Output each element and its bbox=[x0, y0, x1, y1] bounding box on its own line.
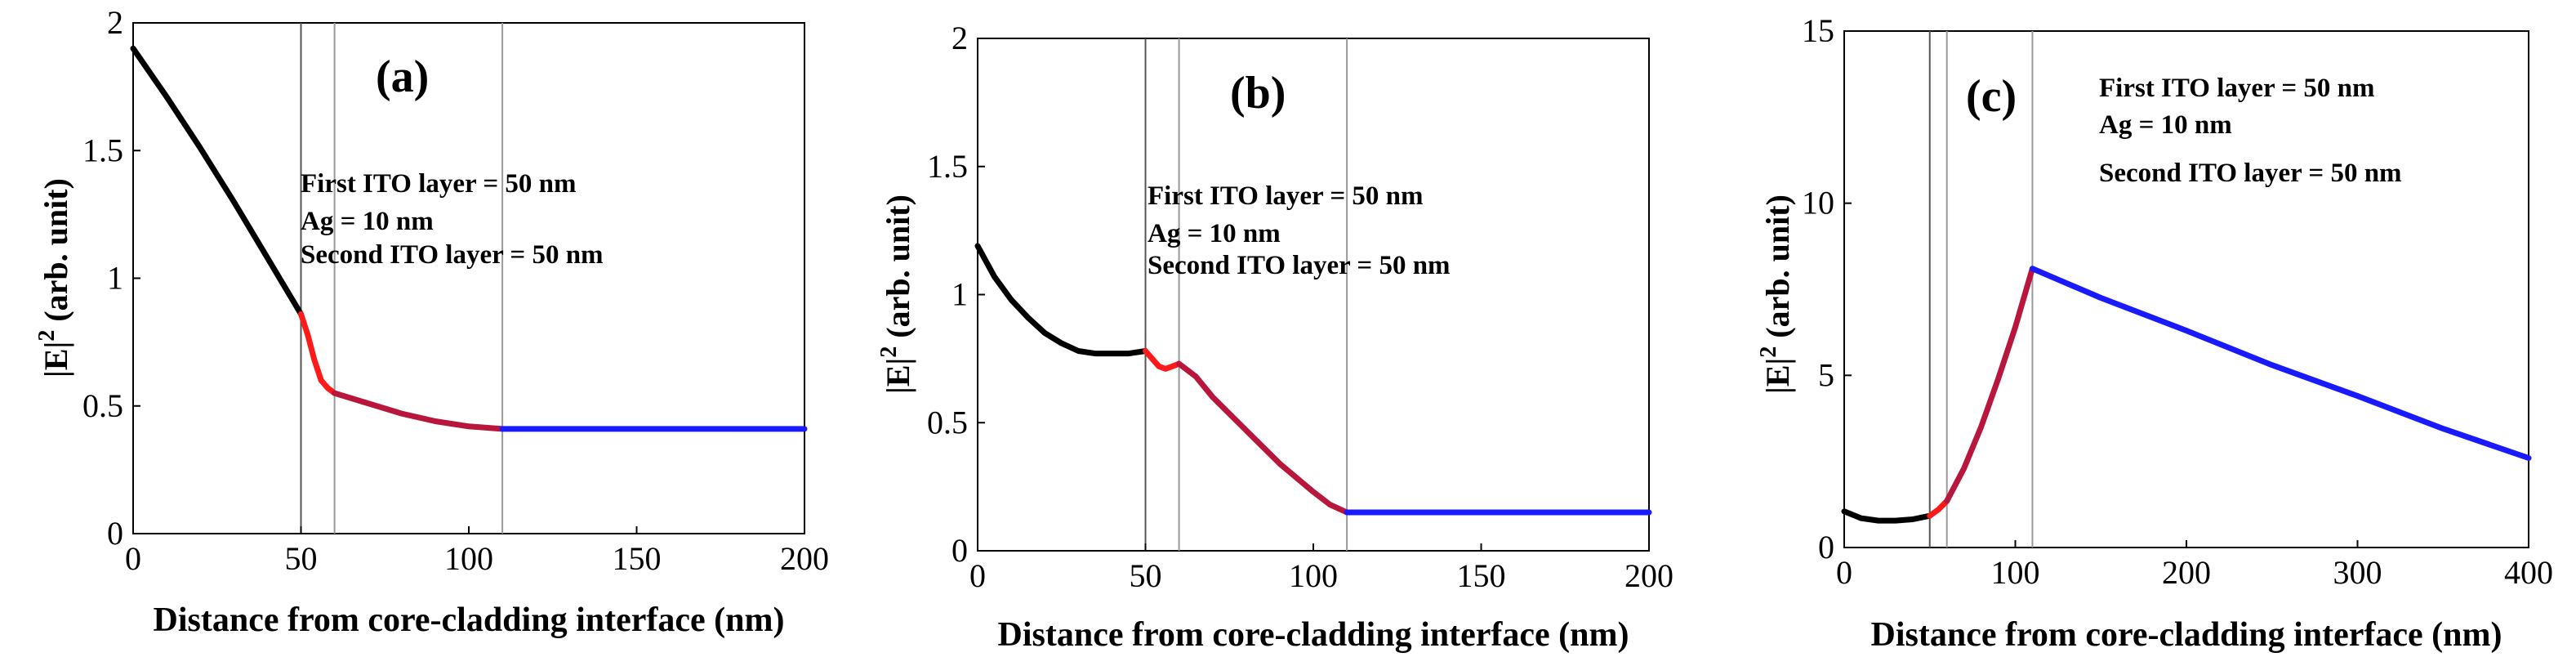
series-group bbox=[130, 45, 808, 432]
plot-area-frame bbox=[132, 22, 805, 534]
y-tick-label: 0.5 bbox=[82, 387, 123, 424]
x-tick-label: 150 bbox=[1457, 557, 1506, 594]
panel-b: 0 50 100 150 200 0 0.5 1 1.5 2 (b) First ITO lay… bbox=[876, 20, 1674, 654]
annotation-first-ito: First ITO layer = 50 nm bbox=[301, 169, 577, 199]
y-tick-label: 1.5 bbox=[927, 148, 968, 185]
x-tick-label: 0 bbox=[125, 540, 141, 577]
annotation-second-ito: Second ITO layer = 50 nm bbox=[2099, 159, 2402, 188]
annotation-second-ito: Second ITO layer = 50 nm bbox=[301, 240, 604, 270]
y-axis-ticks: 0 5 10 15 bbox=[1802, 12, 1852, 565]
y-label-main: |E| bbox=[1759, 358, 1796, 394]
panel-c: 0 100 200 300 400 0 5 10 15 (c) First ITO layer… bbox=[1756, 12, 2553, 654]
series-line bbox=[1143, 348, 1183, 372]
panel-label: (b) bbox=[1230, 68, 1286, 118]
series-line bbox=[2029, 266, 2532, 461]
y-tick-label: 0 bbox=[1818, 529, 1834, 565]
y-tick-label: 1.5 bbox=[82, 132, 123, 168]
x-tick-label: 50 bbox=[285, 540, 318, 577]
annotation-ag: Ag = 10 nm bbox=[1148, 219, 1281, 248]
x-tick-label: 200 bbox=[1624, 557, 1674, 594]
x-tick-label: 0 bbox=[969, 557, 986, 594]
annotation-ag: Ag = 10 nm bbox=[301, 207, 434, 236]
x-tick-label: 150 bbox=[613, 540, 662, 577]
y-axis-label: |E|2 (arb. unit) bbox=[34, 178, 74, 378]
y-tick-label: 0 bbox=[107, 515, 123, 552]
series-group bbox=[1841, 266, 2532, 524]
y-axis-ticks: 0 0.5 1 1.5 2 bbox=[82, 4, 140, 552]
y-tick-label: 15 bbox=[1802, 12, 1834, 49]
layer-boundaries bbox=[1928, 31, 2034, 548]
y-label-main: |E| bbox=[38, 342, 74, 378]
y-tick-label: 1 bbox=[952, 276, 968, 313]
x-tick-label: 0 bbox=[1836, 554, 1852, 591]
x-tick-label: 300 bbox=[2333, 554, 2382, 591]
series-line bbox=[1927, 498, 1950, 519]
y-label-rest: (arb. unit) bbox=[38, 178, 74, 330]
y-tick-label: 2 bbox=[952, 20, 968, 56]
y-label-sup: 2 bbox=[1756, 346, 1781, 358]
series-line bbox=[130, 45, 304, 317]
x-axis-ticks: 0 100 200 300 400 bbox=[1836, 540, 2553, 591]
y-label-sup: 2 bbox=[876, 346, 902, 358]
layer-boundaries bbox=[300, 23, 504, 534]
y-axis-label: |E|2 (arb. unit) bbox=[1756, 194, 1796, 394]
y-axis-label: |E|2 (arb. unit) bbox=[876, 194, 916, 394]
x-axis-label: Distance from core-cladding interface (n… bbox=[998, 616, 1629, 654]
x-tick-label: 100 bbox=[1289, 557, 1338, 594]
series-line bbox=[974, 243, 1148, 357]
series-line bbox=[298, 311, 338, 396]
series-line bbox=[332, 390, 506, 432]
panel-label: (a) bbox=[376, 51, 429, 102]
x-axis-ticks: 0 50 100 150 200 bbox=[125, 526, 829, 577]
y-label-rest: (arb. unit) bbox=[1759, 194, 1796, 346]
x-tick-label: 100 bbox=[444, 540, 493, 577]
y-label-sup: 2 bbox=[34, 330, 60, 342]
panel-a: 0 50 100 150 200 0 0.5 1 1.5 2 (a) First ITO lay… bbox=[34, 4, 829, 639]
x-tick-label: 400 bbox=[2504, 554, 2553, 591]
plot-area-frame bbox=[977, 38, 1650, 552]
panel-label: (c) bbox=[1966, 71, 2017, 122]
y-tick-label: 5 bbox=[1818, 356, 1834, 393]
annotation-first-ito: First ITO layer = 50 nm bbox=[2099, 74, 2375, 103]
x-tick-label: 200 bbox=[780, 540, 829, 577]
y-tick-label: 10 bbox=[1802, 185, 1834, 221]
x-axis-label: Distance from core-cladding interface (n… bbox=[1871, 616, 2502, 654]
y-axis-ticks: 0 0.5 1 1.5 2 bbox=[927, 20, 985, 569]
series-group bbox=[974, 243, 1652, 516]
annotation-first-ito: First ITO layer = 50 nm bbox=[1148, 181, 1424, 211]
x-axis-label: Distance from core-cladding interface (n… bbox=[154, 601, 785, 639]
layer-boundaries bbox=[1144, 38, 1348, 551]
y-tick-label: 2 bbox=[107, 4, 123, 41]
x-tick-label: 200 bbox=[2162, 554, 2211, 591]
annotation-ag: Ag = 10 nm bbox=[2099, 110, 2232, 140]
x-tick-label: 50 bbox=[1130, 557, 1162, 594]
y-tick-label: 0.5 bbox=[927, 404, 968, 440]
series-line bbox=[1841, 508, 1933, 524]
series-line bbox=[1944, 266, 2035, 504]
y-label-rest: (arb. unit) bbox=[880, 194, 916, 346]
x-axis-ticks: 0 50 100 150 200 bbox=[969, 543, 1674, 594]
annotation-second-ito: Second ITO layer = 50 nm bbox=[1148, 251, 1451, 280]
y-tick-label: 0 bbox=[952, 532, 968, 569]
y-tick-label: 1 bbox=[107, 260, 123, 297]
series-line bbox=[1176, 360, 1350, 516]
x-tick-label: 100 bbox=[1991, 554, 2040, 591]
y-label-main: |E| bbox=[880, 358, 916, 394]
